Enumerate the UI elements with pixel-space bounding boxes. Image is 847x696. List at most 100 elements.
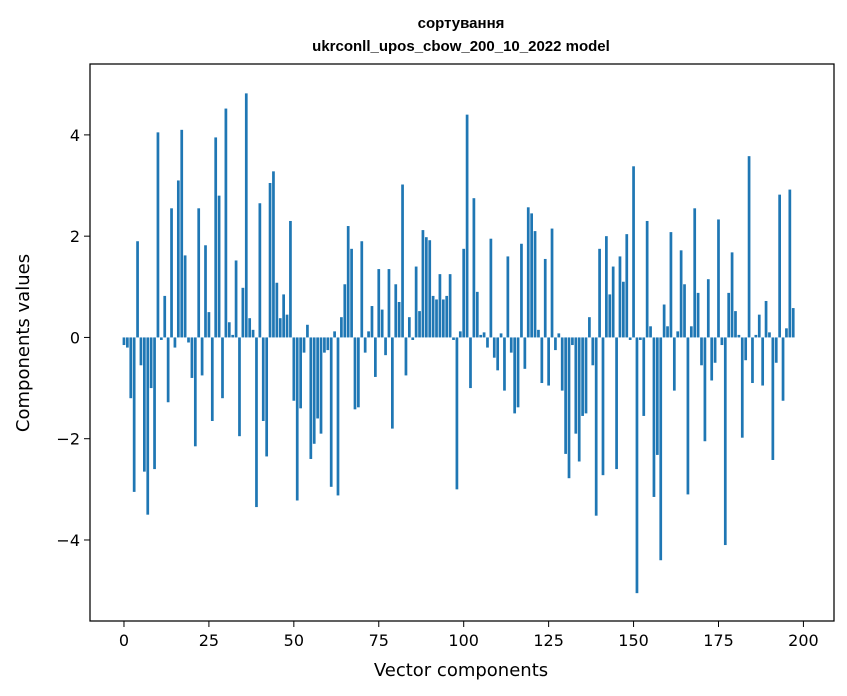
- bar-99: [458, 331, 462, 338]
- bar-133: [574, 337, 578, 434]
- bar-161: [669, 232, 673, 338]
- bar-14: [170, 208, 173, 338]
- bar-64: [340, 317, 343, 338]
- bar-98: [455, 337, 459, 490]
- bar-102: [469, 337, 472, 389]
- bar-70: [360, 241, 364, 338]
- bar-61: [329, 337, 333, 487]
- bar-107: [486, 337, 489, 348]
- bar-151: [635, 337, 639, 594]
- bar-183: [744, 337, 748, 361]
- bar-73: [370, 306, 374, 338]
- x-axis-label: Vector components: [374, 660, 548, 681]
- bar-59: [323, 337, 326, 353]
- bar-60: [326, 337, 330, 351]
- x-tick-label: 200: [788, 631, 819, 650]
- bar-35: [241, 287, 245, 338]
- bar-7: [146, 337, 150, 515]
- bar-184: [747, 156, 751, 338]
- chart-subtitle: ukrconll_upos_cbow_200_10_2022 model: [312, 38, 610, 55]
- bar-81: [397, 301, 401, 338]
- bar-178: [727, 292, 731, 338]
- bar-91: [431, 295, 435, 338]
- bar-93: [438, 274, 442, 338]
- bar-45: [275, 282, 279, 338]
- bar-192: [774, 337, 778, 363]
- bar-100: [462, 248, 466, 338]
- bar-129: [560, 337, 564, 391]
- bar-1: [126, 337, 129, 348]
- bar-174: [713, 337, 717, 363]
- bar-20: [190, 337, 194, 378]
- bar-155: [649, 326, 652, 338]
- bar-119: [526, 207, 530, 338]
- bar-0: [122, 337, 126, 346]
- bar-162: [672, 337, 676, 391]
- bar-123: [540, 337, 544, 384]
- bar-164: [679, 250, 683, 338]
- bar-113: [506, 256, 510, 338]
- bar-134: [577, 337, 581, 462]
- bar-167: [689, 326, 693, 338]
- bar-111: [499, 333, 503, 338]
- bar-172: [706, 279, 710, 338]
- bar-147: [622, 281, 625, 338]
- bar-9: [153, 337, 156, 470]
- bar-6: [143, 337, 146, 472]
- bar-148: [625, 234, 629, 338]
- bar-63: [336, 337, 340, 496]
- bar-78: [387, 269, 391, 338]
- bar-122: [537, 329, 540, 338]
- bar-173: [710, 337, 714, 381]
- x-tick-label: 25: [199, 631, 219, 650]
- bar-57: [316, 337, 319, 419]
- x-tick-label: 100: [448, 631, 479, 650]
- bar-142: [605, 236, 608, 338]
- bar-30: [224, 108, 228, 338]
- bar-53: [302, 337, 306, 353]
- bar-130: [564, 337, 567, 454]
- bar-39: [255, 337, 258, 508]
- bar-4: [136, 241, 139, 338]
- bar-126: [550, 228, 554, 338]
- bar-125: [547, 337, 550, 386]
- bar-42: [265, 337, 269, 457]
- bar-38: [251, 329, 255, 338]
- bar-16: [176, 180, 180, 338]
- bar-188: [761, 337, 765, 386]
- bar-101: [465, 114, 469, 338]
- bar-22: [197, 208, 201, 338]
- bar-117: [520, 243, 523, 338]
- bar-128: [557, 333, 561, 338]
- bar-176: [720, 337, 724, 346]
- bar-168: [693, 208, 697, 338]
- bar-114: [509, 337, 513, 353]
- bar-18: [183, 255, 187, 338]
- bar-34: [238, 337, 241, 437]
- bar-40: [258, 203, 262, 338]
- bar-25: [207, 312, 211, 338]
- bar-69: [357, 337, 360, 408]
- bar-62: [333, 331, 336, 338]
- bar-153: [642, 337, 646, 416]
- bar-166: [686, 337, 690, 495]
- bar-51: [295, 337, 299, 501]
- bar-120: [530, 213, 533, 338]
- bar-116: [516, 337, 520, 408]
- bar-127: [554, 337, 557, 351]
- bar-77: [384, 337, 387, 356]
- bar-171: [703, 337, 707, 442]
- bar-145: [615, 337, 618, 470]
- bar-26: [210, 337, 214, 421]
- bar-163: [676, 331, 680, 338]
- bar-29: [221, 337, 224, 399]
- bar-47: [282, 294, 285, 338]
- bar-55: [309, 337, 313, 459]
- bar-58: [319, 337, 323, 434]
- bar-5: [139, 337, 143, 366]
- bar-11: [159, 337, 163, 340]
- bar-79: [391, 337, 394, 429]
- bar-191: [771, 337, 775, 460]
- bar-49: [289, 220, 292, 338]
